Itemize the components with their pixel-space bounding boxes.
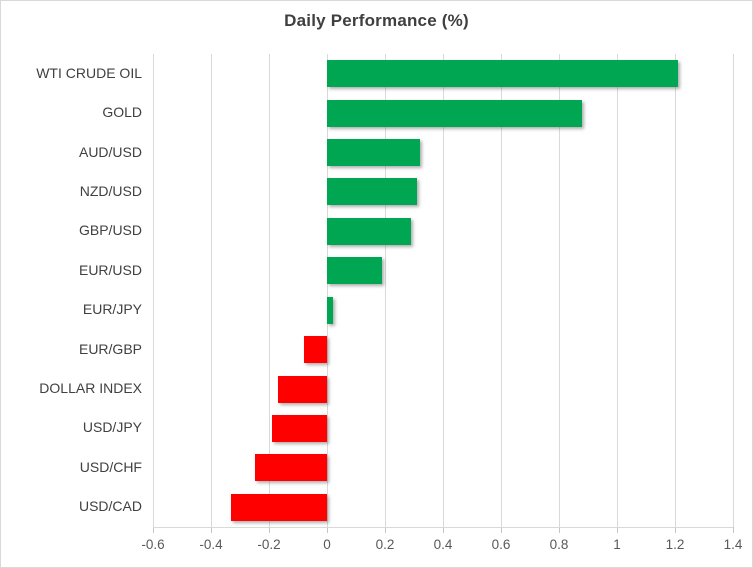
axis-tick — [617, 527, 618, 533]
bar-wti-crude-oil — [327, 60, 678, 88]
gridline — [443, 54, 444, 527]
category-label: GBP/USD — [78, 222, 142, 239]
category-label: GOLD — [102, 104, 142, 121]
category-label: USD/CAD — [78, 498, 142, 515]
gridline — [675, 54, 676, 527]
x-axis-tick-label: 0.2 — [375, 537, 395, 552]
bar-nzd-usd — [327, 178, 417, 206]
bar-aud-usd — [327, 139, 420, 167]
bar-eur-gbp — [303, 336, 327, 364]
axis-tick — [153, 527, 154, 533]
gridline — [385, 54, 386, 527]
category-label: AUD/USD — [78, 143, 142, 160]
gridline — [153, 54, 154, 527]
x-axis-tick-label: 0.6 — [491, 537, 511, 552]
bar-dollar-index — [277, 375, 327, 403]
category-label: NZD/USD — [79, 182, 142, 199]
gridline — [327, 54, 328, 527]
category-label: DOLLAR INDEX — [39, 380, 142, 397]
bar-usd-jpy — [271, 414, 327, 442]
bar-gold — [327, 99, 583, 127]
category-label: USD/CHF — [79, 458, 142, 475]
category-label: EUR/USD — [78, 261, 142, 278]
bar-eur-jpy — [327, 296, 333, 324]
x-axis-tick-label: -0.4 — [199, 537, 223, 552]
axis-tick — [559, 527, 560, 533]
x-axis-tick-label: 0.4 — [433, 537, 453, 552]
axis-tick — [733, 527, 734, 533]
x-axis-tick-label: 1.4 — [723, 537, 743, 552]
gridline — [733, 54, 734, 527]
x-axis-tick-label: 0 — [323, 537, 331, 552]
axis-tick — [269, 527, 270, 533]
gridline — [269, 54, 270, 527]
gridline — [211, 54, 212, 527]
bar-gbp-usd — [327, 217, 412, 245]
bar-eur-usd — [327, 257, 383, 285]
axis-tick — [501, 527, 502, 533]
gridline — [617, 54, 618, 527]
bar-usd-chf — [254, 454, 327, 482]
x-axis-tick-label: -0.2 — [257, 537, 281, 552]
gridline — [501, 54, 502, 527]
category-label: USD/JPY — [82, 419, 142, 436]
x-axis-tick-label: -0.6 — [141, 537, 165, 552]
axis-tick — [327, 527, 328, 533]
x-axis-tick-label: 1 — [613, 537, 621, 552]
axis-tick — [443, 527, 444, 533]
x-axis-tick-label: 1.2 — [665, 537, 685, 552]
gridline — [559, 54, 560, 527]
chart-title: Daily Performance (%) — [284, 11, 469, 30]
x-axis-tick-label: 0.8 — [549, 537, 569, 552]
category-label: EUR/JPY — [82, 301, 142, 318]
axis-tick — [211, 527, 212, 533]
bar-usd-cad — [231, 493, 327, 521]
axis-tick — [385, 527, 386, 533]
x-axis-line — [153, 527, 733, 528]
axis-tick — [675, 527, 676, 533]
category-label: EUR/GBP — [78, 340, 142, 357]
category-label: WTI CRUDE OIL — [36, 64, 142, 81]
